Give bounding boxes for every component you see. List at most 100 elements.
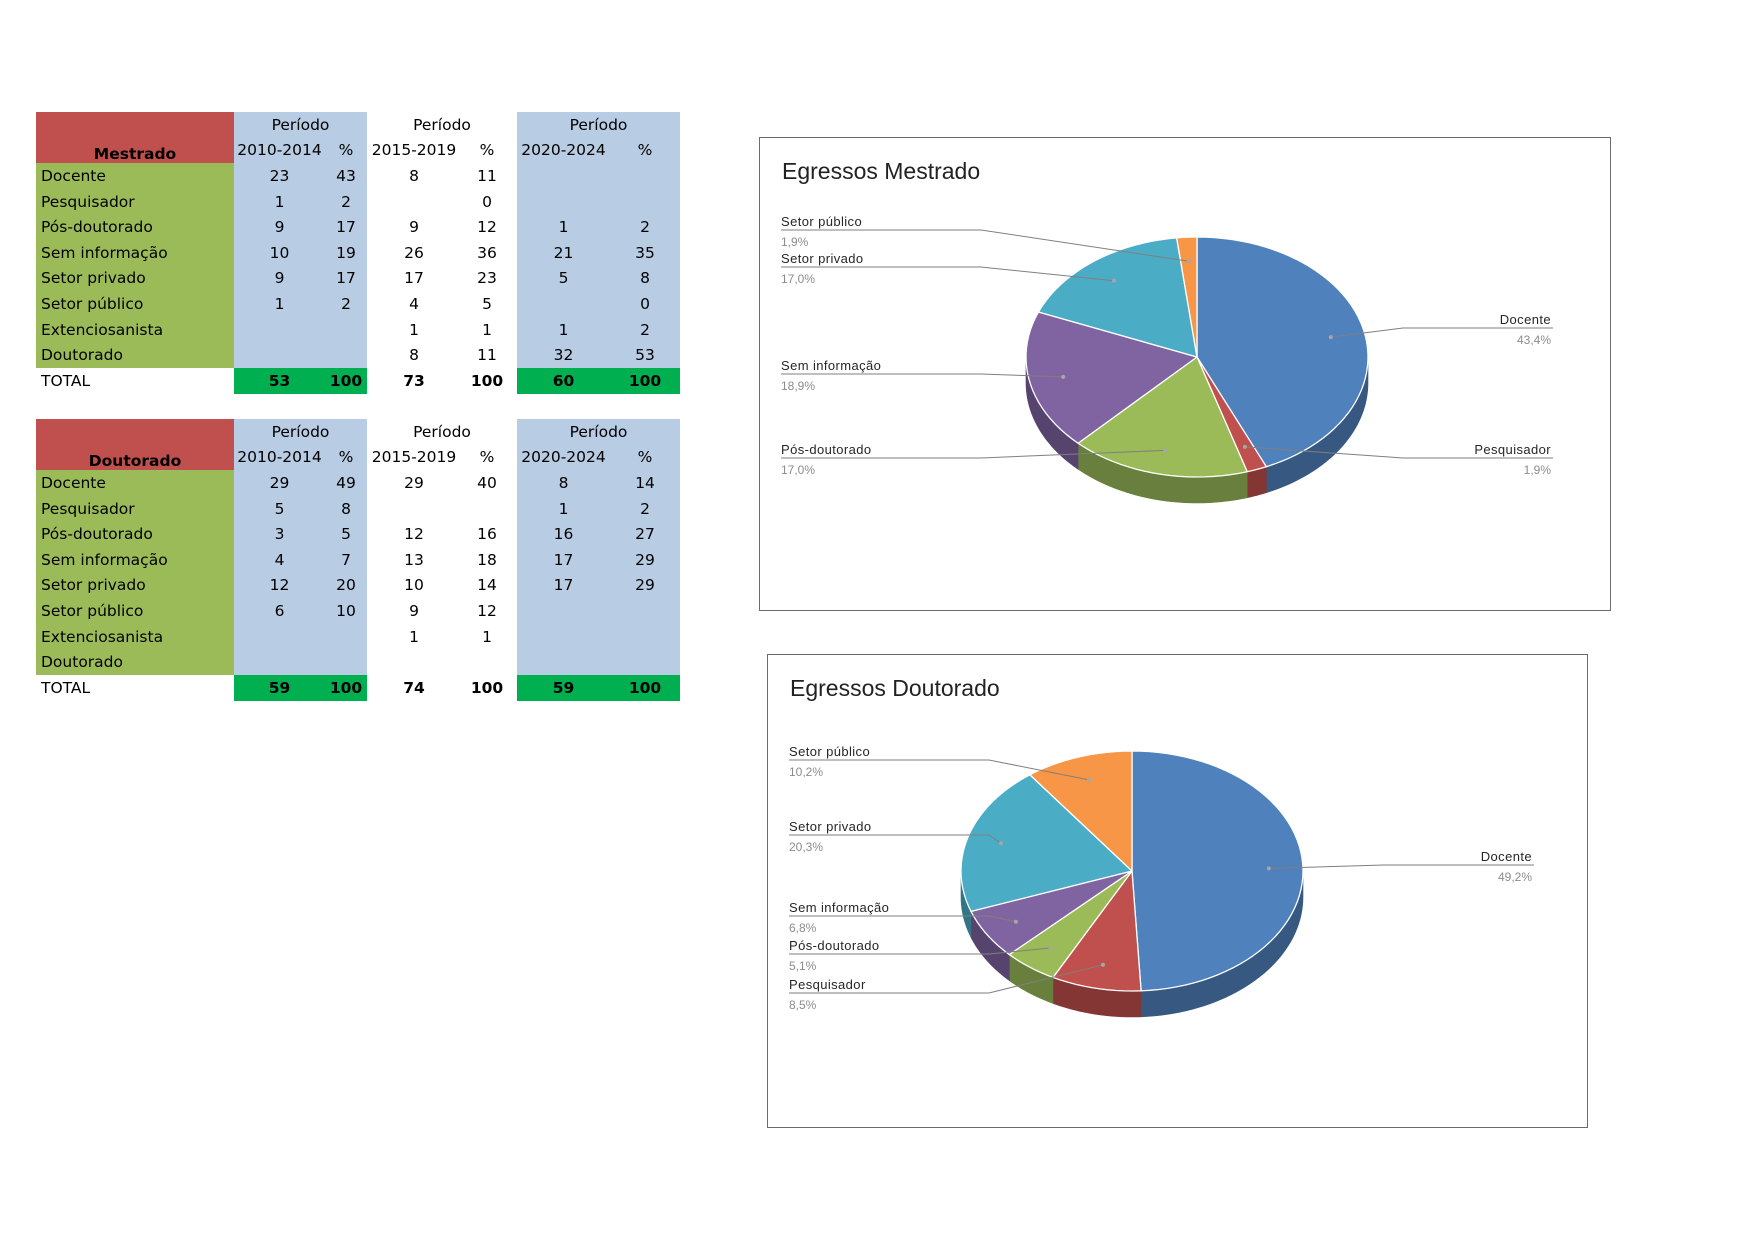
slice-pct: 17,0% xyxy=(781,272,815,286)
pct-cell: 2 xyxy=(325,188,367,215)
pct-cell: 27 xyxy=(610,521,680,547)
leader-dot xyxy=(999,841,1003,846)
pie-labels: Docente 43,4% Pesquisador 1,9% Pós-doutorado… xyxy=(781,214,1553,477)
slice-pct: 10,2% xyxy=(789,765,823,779)
pct-cell: 1 xyxy=(482,320,492,339)
pie-top xyxy=(1025,236,1369,478)
pct-cell: 53 xyxy=(610,342,680,368)
count-cell: 8 xyxy=(409,166,419,185)
count-cell xyxy=(517,598,610,624)
count-cell: 1 xyxy=(234,291,325,317)
pct-header: % xyxy=(610,444,680,471)
pie-slice-docente xyxy=(1196,236,1369,468)
slice-label: Sem informação xyxy=(789,900,889,915)
table-row: Sem informação 4 7 13 18 17 29 xyxy=(36,546,680,573)
pct-cell: 2 xyxy=(610,316,680,343)
leader-line xyxy=(789,915,1017,923)
pct-cell: 20 xyxy=(325,572,367,599)
leader-line xyxy=(1244,446,1553,459)
leader-dot xyxy=(1087,777,1091,782)
slice-pct: 17,0% xyxy=(781,463,815,477)
pie-slice-setor-privado xyxy=(1037,237,1198,358)
table-title: Doutorado xyxy=(36,419,234,471)
leader-dot xyxy=(1101,962,1105,967)
pct-cell xyxy=(459,649,515,675)
pct-cell xyxy=(325,649,367,675)
pct-cell: 19 xyxy=(325,239,367,266)
count-cell xyxy=(517,623,610,650)
leader-line xyxy=(789,964,1104,994)
pct-cell: 18 xyxy=(477,550,497,569)
pct-cell: 0 xyxy=(482,192,492,211)
pie-sides xyxy=(1025,356,1369,504)
pct-cell: 17 xyxy=(325,265,367,292)
row-label: Docente xyxy=(36,470,234,496)
doutorado-table: Doutorado Período Período Período 2010-2… xyxy=(36,419,680,701)
count-cell: 1 xyxy=(409,627,419,646)
pct-header: % xyxy=(325,137,367,164)
leader-line xyxy=(1330,327,1553,338)
slice-label: Setor privado xyxy=(789,819,872,834)
row-label: Pesquisador xyxy=(36,495,234,522)
pie-slice-pesquisador xyxy=(1052,870,1142,992)
count-cell: 1 xyxy=(517,316,610,343)
leader-dot xyxy=(1013,919,1018,924)
count-cell: 8 xyxy=(409,346,419,365)
pct-header: % xyxy=(479,141,495,160)
pct-cell xyxy=(610,188,680,215)
period-range: 2015-2019 xyxy=(371,141,457,160)
slice-label: Docente xyxy=(1481,849,1532,864)
count-cell: 17 xyxy=(404,269,424,288)
pct-cell: 2 xyxy=(610,495,680,522)
slice-pct: 18,9% xyxy=(781,379,815,393)
slice-label: Setor público xyxy=(789,744,870,759)
row-label: Extenciosanista xyxy=(36,623,234,650)
pct-cell xyxy=(610,163,680,189)
pct-cell xyxy=(325,623,367,650)
pie-slice-p-s-doutorado xyxy=(1077,356,1248,478)
period-header: Período xyxy=(234,112,367,138)
slice-pct: 43,4% xyxy=(1517,333,1551,347)
leader-line xyxy=(781,266,1114,282)
pct-cell: 100 xyxy=(325,367,367,394)
pct-cell: 29 xyxy=(610,572,680,599)
count-cell: 21 xyxy=(517,239,610,266)
count-cell xyxy=(234,623,325,650)
row-label: Setor público xyxy=(36,291,234,317)
pct-cell: 100 xyxy=(325,674,367,701)
count-cell xyxy=(234,342,325,368)
row-label: TOTAL xyxy=(41,371,91,390)
slice-label: Sem informação xyxy=(781,358,881,373)
pie-slice-p-s-doutorado xyxy=(1008,870,1133,979)
table-row: Extenciosanista 1 1 xyxy=(36,623,680,650)
table-row: Pesquisador 5 8 1 2 xyxy=(36,495,680,522)
row-label: Doutorado xyxy=(36,649,234,675)
count-cell: 29 xyxy=(404,473,424,492)
pct-cell: 35 xyxy=(610,239,680,266)
period-range: 2015-2019 xyxy=(371,448,457,467)
period-header: Período xyxy=(517,419,680,445)
count-cell xyxy=(234,649,325,675)
count-cell xyxy=(517,163,610,189)
count-cell: 12 xyxy=(404,525,424,544)
pct-cell: 12 xyxy=(477,218,497,237)
pct-cell xyxy=(610,649,680,675)
pct-cell: 11 xyxy=(477,166,497,185)
row-label: Setor privado xyxy=(36,572,234,599)
count-cell: 1 xyxy=(517,495,610,522)
pct-header: % xyxy=(325,444,367,471)
count-cell: 59 xyxy=(517,674,610,701)
period-range: 2020-2024 xyxy=(517,137,610,164)
pct-cell: 100 xyxy=(610,674,680,701)
leader-dot xyxy=(1111,278,1116,283)
slice-pct: 8,5% xyxy=(789,998,817,1012)
period-header: Período xyxy=(234,419,367,445)
leader-line xyxy=(1268,864,1534,869)
count-cell: 9 xyxy=(234,214,325,240)
table-row: Sem informação 10 19 26 36 21 35 xyxy=(36,239,680,266)
slice-label: Pesquisador xyxy=(789,977,866,992)
count-cell: 23 xyxy=(234,163,325,189)
chart-doutorado: Egressos Doutorado Docente 49,2% Pesquisad… xyxy=(767,654,1588,1128)
pie-slice-pesquisador xyxy=(1196,356,1267,473)
count-cell: 26 xyxy=(404,243,424,262)
